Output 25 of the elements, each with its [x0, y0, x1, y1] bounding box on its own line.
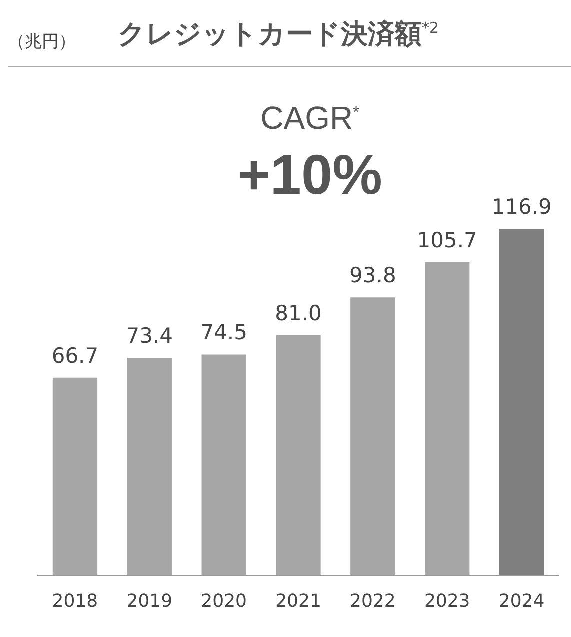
- data-label: 66.7: [52, 344, 99, 368]
- text: +10%: [238, 143, 382, 206]
- data-label: 74.5: [200, 320, 248, 345]
- x-tick-label: 2018: [52, 590, 98, 612]
- bar: [350, 298, 396, 576]
- data-label: 93.8: [350, 264, 396, 288]
- data-label: 81.0: [275, 301, 322, 326]
- bar: [276, 336, 321, 576]
- bar: [52, 378, 98, 576]
- text: （兆円）: [8, 31, 76, 53]
- data-label: 105.7: [417, 228, 478, 252]
- x-tick-label: 2020: [201, 590, 247, 612]
- data-label: 73.4: [126, 324, 174, 348]
- x-tick-label: 2023: [424, 590, 470, 612]
- x-tick-label: 2022: [350, 590, 396, 612]
- data-label: 116.9: [492, 195, 552, 220]
- text: CAGR$^{*}$: [260, 100, 360, 137]
- bar: [425, 262, 470, 576]
- bar: [127, 358, 172, 576]
- x-tick-label: 2024: [498, 590, 545, 612]
- x-tick-label: 2019: [126, 590, 173, 612]
- bar: [202, 354, 246, 576]
- bar: [499, 229, 544, 576]
- chart-title: クレジットカード決済額$^{*2}$: [118, 18, 440, 52]
- x-tick-label: 2021: [276, 590, 322, 612]
